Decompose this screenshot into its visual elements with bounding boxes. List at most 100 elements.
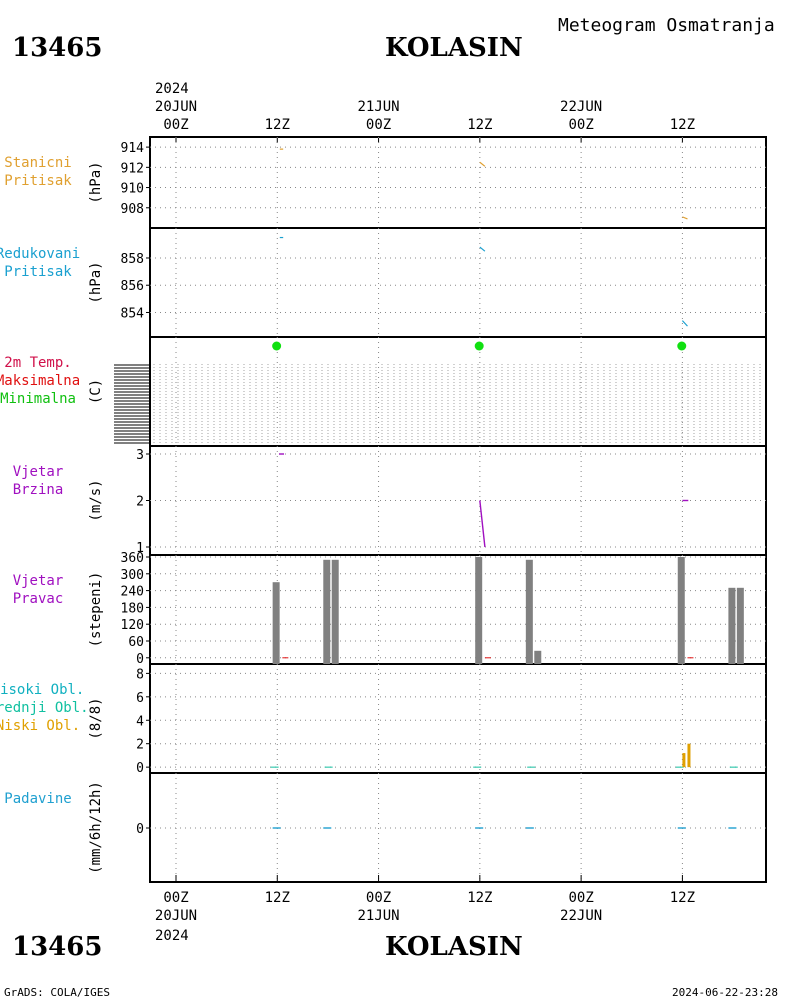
- y-tick-label: 908: [121, 202, 144, 217]
- unit-label: (8/8): [88, 697, 104, 739]
- unit-label: (stepeni): [88, 572, 104, 648]
- panel-label: Srednji Obl.: [0, 700, 89, 716]
- wind-dir-bar: [728, 587, 736, 664]
- y-tick-label: 3: [136, 448, 144, 463]
- panel-label: Padavine: [4, 791, 71, 807]
- reduced-pressure-segment: [681, 320, 688, 327]
- temp-marker: [677, 341, 687, 351]
- timestamp-label: 2024-06-22-23:28: [672, 986, 778, 999]
- unit-label: (hPa): [88, 161, 104, 203]
- y-tick-label: 6: [136, 691, 144, 706]
- bottom-hour-label: 00Z: [163, 890, 188, 906]
- panel-label: Pravac: [13, 591, 64, 607]
- top-hour-label: 12Z: [670, 117, 695, 133]
- panel-label: Maksimalna: [0, 373, 80, 389]
- wind-dir-bar: [331, 559, 339, 664]
- panel-label: Niski Obl.: [0, 718, 80, 734]
- y-tick-label: 0: [136, 761, 144, 776]
- panel-label: Redukovani: [0, 246, 80, 262]
- wind-dir-bar: [534, 650, 542, 664]
- panel-frame-reduced_pressure: [149, 227, 767, 338]
- y-tick-label: 360: [121, 551, 144, 566]
- y-tick-label: 854: [121, 306, 145, 321]
- panel-frame-precip: [149, 772, 767, 883]
- top-hour-label: 00Z: [163, 117, 188, 133]
- top-day-label: 22JUN: [560, 99, 602, 115]
- station-id-bottom: 13465: [12, 932, 102, 962]
- top-day-label: 21JUN: [357, 99, 399, 115]
- bottom-year-label: 2024: [155, 928, 189, 944]
- temp-marker: [272, 341, 282, 351]
- y-tick-label: 2: [136, 738, 144, 753]
- top-time-axis: 2024 00Z 20JUN 12Z 00Z 21JUN 12Z 00Z 22JUN 12Z: [155, 81, 695, 143]
- panel-label: Minimalna: [0, 391, 76, 407]
- bottom-hour-label: 12Z: [670, 890, 695, 906]
- low-cloud-bar: [682, 753, 686, 768]
- panel-label: Vjetar: [13, 573, 64, 589]
- panel-frame-temperature: [149, 336, 767, 447]
- bottom-hour-label: 12Z: [265, 890, 290, 906]
- y-tick-label: 0: [136, 822, 144, 837]
- panel-label: Vjetar: [13, 464, 64, 480]
- top-year-label: 2024: [155, 81, 189, 97]
- bottom-day-label: 21JUN: [357, 908, 399, 924]
- station-pressure-segment: [479, 161, 486, 167]
- wind-dir-bar: [736, 587, 744, 664]
- top-hour-label: 12Z: [467, 117, 492, 133]
- panel-frame-wind_dir: [149, 554, 767, 665]
- station-id-top: 13465: [12, 33, 102, 63]
- station-pressure-segment: [682, 216, 688, 220]
- unit-label: (hPa): [88, 261, 104, 303]
- y-tick-label: 0: [136, 652, 144, 667]
- credit-label: GrADS: COLA/IGES: [4, 986, 110, 999]
- bottom-day-label: 20JUN: [155, 908, 197, 924]
- bottom-hour-label: 00Z: [366, 890, 391, 906]
- bottom-day-label: 22JUN: [560, 908, 602, 924]
- panel-label: Pritisak: [4, 264, 72, 280]
- bottom-hour-label: 12Z: [467, 890, 492, 906]
- panel-label: Visoki Obl.: [0, 682, 84, 698]
- low-cloud-bar: [687, 743, 691, 768]
- unit-label: (mm/6h/12h): [88, 781, 104, 874]
- y-tick-label: 180: [121, 601, 144, 616]
- y-tick-label: 8: [136, 667, 144, 682]
- chart-title: Meteogram Osmatranja: [558, 15, 775, 36]
- wind-speed-segment: [479, 500, 486, 548]
- panel-frame-wind_speed: [149, 445, 767, 556]
- panel-label: Brzina: [13, 482, 64, 498]
- unit-label: (C): [88, 379, 104, 404]
- y-tick-label: 1: [136, 541, 144, 556]
- reduced-pressure-segment: [479, 246, 486, 252]
- top-hour-label: 00Z: [366, 117, 391, 133]
- top-hour-label: 00Z: [568, 117, 593, 133]
- wind-dir-bar: [323, 559, 331, 664]
- temp-marker: [474, 341, 484, 351]
- unit-label: (m/s): [88, 479, 104, 521]
- y-tick-label: 120: [121, 618, 144, 633]
- y-tick-label: 858: [121, 252, 144, 267]
- y-tick-label: 914: [121, 141, 145, 156]
- bottom-time-axis: 2024 00Z 20JUN 12Z 00Z 21JUN 12Z 00Z 22JUN 12Z: [155, 875, 695, 944]
- y-tick-label: 240: [121, 585, 144, 600]
- bottom-hour-label: 00Z: [568, 890, 593, 906]
- y-tick-label: 4: [136, 714, 144, 729]
- y-tick-label: 300: [121, 568, 144, 583]
- y-tick-label: 912: [121, 161, 144, 176]
- panels: Stanicni Pritisak (hPa) 914 912 910 908 Redukov…: [0, 136, 767, 883]
- wind-dir-bar: [525, 559, 533, 664]
- panel-frame-clouds: [149, 663, 767, 774]
- panel-label: Pritisak: [4, 173, 72, 189]
- panel-label: Stanicni: [4, 155, 71, 171]
- wind-dir-bar: [677, 557, 685, 664]
- y-tick-label: 856: [121, 279, 144, 294]
- panel-frame-station_pressure: [149, 136, 767, 229]
- top-hour-label: 12Z: [265, 117, 290, 133]
- y-tick-label: 910: [121, 182, 144, 197]
- y-tick-label: 2: [136, 495, 144, 510]
- station-name-top: KOLASIN: [385, 33, 523, 63]
- wind-dir-bar: [475, 557, 483, 664]
- station-name-bottom: KOLASIN: [385, 932, 523, 962]
- panel-label: 2m Temp.: [4, 355, 71, 371]
- top-day-label: 20JUN: [155, 99, 197, 115]
